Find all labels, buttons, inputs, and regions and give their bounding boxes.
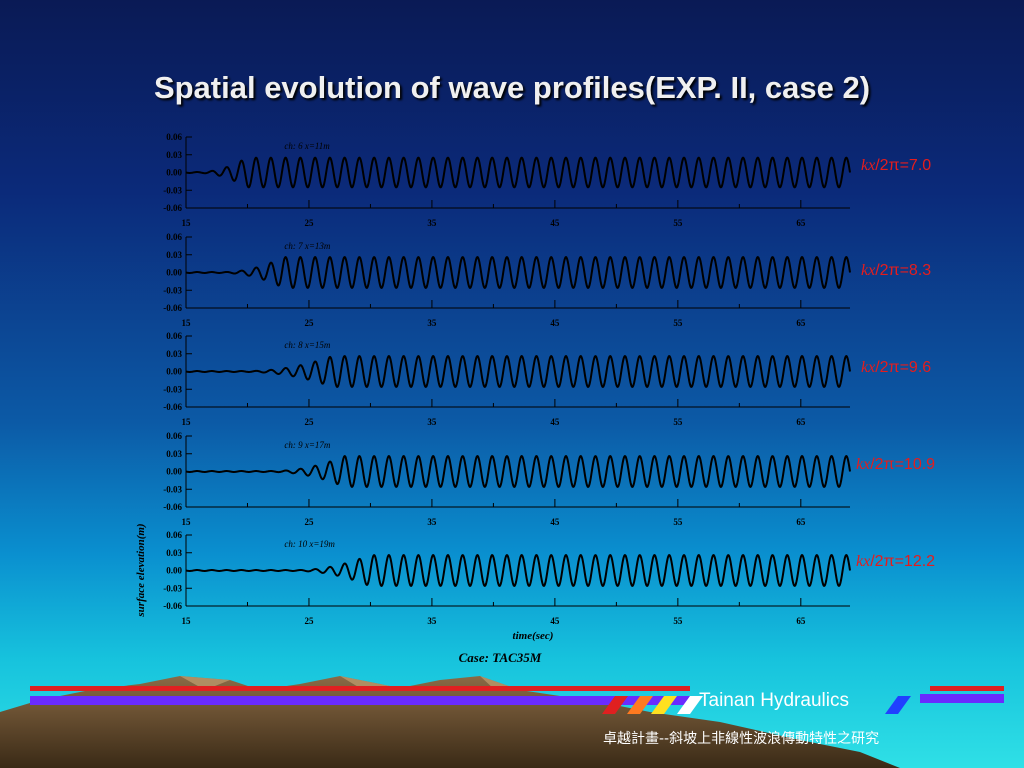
y-tick-label: 0.03 (166, 150, 182, 160)
y-tick-label: -0.03 (163, 583, 182, 593)
series-label: ch: 9 x=17m (284, 440, 331, 450)
series-label: ch: 7 x=13m (284, 241, 331, 251)
y-tick-label: 0.06 (166, 232, 182, 242)
wave-trace (185, 455, 851, 488)
y-tick-label: 0.03 (166, 250, 182, 260)
x-tick-label: 25 (304, 417, 314, 427)
kx-label: kx/2π=12.2 (856, 553, 935, 571)
kx-value: /2π=8.3 (875, 262, 932, 279)
wave-trace (185, 355, 851, 388)
x-tick-label: 55 (673, 417, 683, 427)
y-tick-label: -0.06 (163, 203, 182, 213)
x-tick-label: 25 (304, 616, 314, 626)
x-tick-label: 25 (304, 318, 314, 328)
x-tick-label: 65 (796, 218, 806, 228)
x-tick-label: 35 (427, 517, 437, 527)
kx-label: kx/2π=7.0 (861, 157, 931, 175)
x-tick-label: 25 (304, 517, 314, 527)
x-tick-label: 15 (182, 417, 192, 427)
x-tick-label: 35 (427, 417, 437, 427)
x-tick-label: 15 (182, 517, 192, 527)
red-stripe (30, 686, 690, 691)
wave-trace (185, 256, 851, 289)
kx-symbol: kx (861, 262, 876, 279)
y-tick-label: 0.03 (166, 449, 182, 459)
kx-symbol: kx (856, 553, 871, 570)
kx-label: kx/2π=9.6 (861, 359, 931, 377)
x-tick-label: 15 (182, 616, 192, 626)
y-tick-label: 0.00 (166, 467, 182, 477)
red-stripe-right (930, 686, 1004, 691)
y-tick-label: 0.00 (166, 566, 182, 576)
x-tick-label: 45 (550, 417, 560, 427)
y-tick-label: -0.06 (163, 402, 182, 412)
kx-symbol: kx (856, 456, 871, 473)
kx-value: /2π=12.2 (870, 553, 936, 570)
x-tick-label: 45 (550, 616, 560, 626)
y-tick-label: -0.03 (163, 185, 182, 195)
kx-symbol: kx (861, 157, 876, 174)
x-tick-label: 55 (673, 517, 683, 527)
x-tick-label: 65 (796, 616, 806, 626)
x-tick-label: 65 (796, 517, 806, 527)
y-tick-label: 0.06 (166, 331, 182, 341)
y-tick-label: -0.03 (163, 384, 182, 394)
blue-stripe-right (920, 694, 1004, 703)
x-tick-label: 45 (550, 517, 560, 527)
y-tick-label: 0.06 (166, 530, 182, 540)
brand-label: Tainan Hydraulics (699, 690, 849, 711)
y-tick-label: 0.00 (166, 168, 182, 178)
x-tick-label: 15 (182, 318, 192, 328)
x-tick-label: 35 (427, 218, 437, 228)
y-tick-label: -0.03 (163, 285, 182, 295)
chart-caption: Case: TAC35M (459, 650, 542, 665)
x-tick-label: 45 (550, 318, 560, 328)
x-tick-label: 15 (182, 218, 192, 228)
x-tick-label: 35 (427, 616, 437, 626)
project-label: 卓越計畫--斜坡上非線性波浪傳動特性之研究 (603, 731, 880, 747)
x-tick-label: 65 (796, 417, 806, 427)
y-tick-label: 0.03 (166, 349, 182, 359)
x-tick-label: 35 (427, 318, 437, 328)
y-tick-label: -0.06 (163, 303, 182, 313)
x-tick-label: 55 (673, 218, 683, 228)
series-label: ch: 8 x=15m (284, 340, 331, 350)
y-tick-label: -0.06 (163, 601, 182, 611)
y-tick-label: -0.06 (163, 502, 182, 512)
y-tick-label: 0.00 (166, 268, 182, 278)
x-axis-title: time(sec) (513, 630, 554, 642)
y-tick-label: 0.06 (166, 431, 182, 441)
y-axis-title: surface elevation(m) (135, 523, 147, 617)
kx-value: /2π=7.0 (875, 157, 932, 174)
y-tick-label: 0.03 (166, 548, 182, 558)
series-label: ch: 6 x=11m (284, 141, 330, 151)
series-label: ch: 10 x=19m (284, 539, 335, 549)
slide-title: Spatial evolution of wave profiles(EXP. … (153, 70, 871, 105)
y-tick-label: -0.03 (163, 484, 182, 494)
x-tick-label: 55 (673, 616, 683, 626)
y-tick-label: 0.06 (166, 132, 182, 142)
x-tick-label: 45 (550, 218, 560, 228)
kx-value: /2π=10.9 (870, 456, 936, 473)
x-tick-label: 65 (796, 318, 806, 328)
kx-label: kx/2π=8.3 (861, 262, 931, 280)
x-tick-label: 25 (304, 218, 314, 228)
kx-label: kx/2π=10.9 (856, 456, 935, 474)
y-tick-label: 0.00 (166, 367, 182, 377)
kx-symbol: kx (861, 359, 876, 376)
x-tick-label: 55 (673, 318, 683, 328)
wave-trace (185, 554, 851, 587)
wave-trace (185, 156, 851, 189)
blue-stripe (30, 696, 690, 705)
kx-value: /2π=9.6 (875, 359, 932, 376)
